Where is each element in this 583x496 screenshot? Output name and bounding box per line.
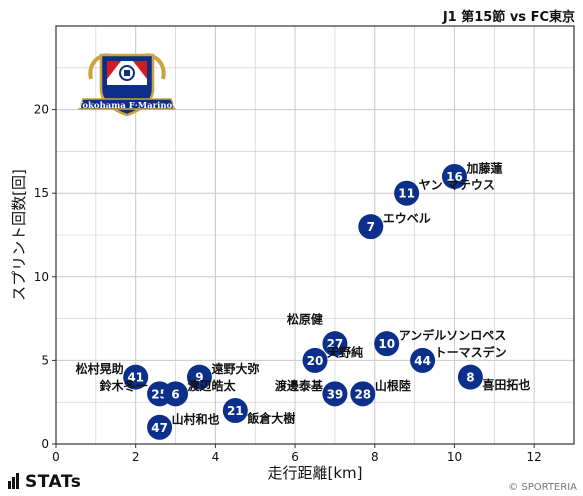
team-crest-icon: Yokohama F·Marinos <box>76 53 177 117</box>
x-tick-label: 12 <box>527 450 542 464</box>
point-number: 8 <box>466 371 474 385</box>
point-player-name: 飯倉大樹 <box>246 411 295 426</box>
point-player-name: 喜田拓也 <box>482 377 530 392</box>
point-marker <box>123 364 149 390</box>
x-tick-label: 0 <box>52 450 60 464</box>
point-number: 9 <box>195 371 203 385</box>
y-tick-label: 10 <box>34 270 49 284</box>
point-player-name: 加藤蓮 <box>465 160 502 175</box>
stats-bars-icon <box>8 473 20 494</box>
point-number: 16 <box>446 170 463 184</box>
point-player-name: 渡邊泰基 <box>275 378 324 393</box>
team-logo-text: Yokohama F·Marinos <box>76 101 177 111</box>
point-marker <box>457 364 483 390</box>
data-point: 6 渡辺皓太 <box>163 378 237 407</box>
x-tick-label: 10 <box>447 450 462 464</box>
point-marker <box>350 381 376 407</box>
chart-title: J1 第15節 vs FC東京 <box>442 10 575 25</box>
point-number: 28 <box>354 387 371 401</box>
point-player-name: 渡辺皓太 <box>188 378 237 393</box>
y-axis-label: スプリント回数[回] <box>10 169 28 301</box>
point-number: 47 <box>151 421 168 435</box>
point-marker <box>441 163 467 189</box>
point-number: 21 <box>227 404 244 418</box>
point-number: 27 <box>327 337 344 351</box>
y-tick-label: 0 <box>41 437 49 451</box>
copyright: © SPORTERIA <box>508 482 577 493</box>
point-number: 44 <box>414 354 431 368</box>
x-tick-label: 2 <box>132 450 140 464</box>
point-player-name: ヤン マテウス <box>419 178 495 192</box>
x-tick-label: 8 <box>371 450 379 464</box>
point-marker <box>163 381 189 407</box>
axis-ticks: 0 2 4 6 8 10 12 0 5 10 15 20 <box>34 103 542 464</box>
point-player-name: トーマスデン <box>435 344 507 359</box>
point-number: 20 <box>307 354 324 368</box>
stats-logo: STATs <box>8 472 81 494</box>
point-player-name: 遠野大弥 <box>211 361 259 376</box>
data-point: 28 山根陸 <box>350 378 411 407</box>
point-number: 7 <box>367 220 375 234</box>
x-tick-label: 6 <box>291 450 299 464</box>
point-player-name: 山村和也 <box>172 411 220 426</box>
point-marker <box>302 347 328 373</box>
point-marker <box>186 364 212 390</box>
point-number: 10 <box>378 337 395 351</box>
point-player-name: エウベル <box>383 212 431 226</box>
data-point: 7 エウベル <box>358 212 431 240</box>
data-point: 11 ヤン マテウス <box>394 178 495 206</box>
data-point: 10 アンデルソンロペス <box>374 328 506 357</box>
point-marker <box>358 214 384 240</box>
point-number: 11 <box>398 187 415 201</box>
plot-frame <box>55 25 575 445</box>
data-point: 47 山村和也 <box>147 411 220 440</box>
data-point: 8 喜田拓也 <box>457 364 530 392</box>
point-number: 39 <box>327 387 344 401</box>
point-player-name: 鈴木冬一 <box>100 378 148 393</box>
x-axis-label: 走行距離[km] <box>267 464 362 482</box>
point-number: 41 <box>127 371 144 385</box>
point-player-name: アンデルソンロペス <box>399 328 507 343</box>
point-player-name: 山根陸 <box>375 378 411 393</box>
point-marker <box>394 180 420 206</box>
point-marker <box>410 347 436 373</box>
point-player-name: 天野純 <box>327 344 363 359</box>
data-point: 44 トーマスデン <box>410 344 507 373</box>
y-tick-label: 5 <box>41 353 49 367</box>
point-number: 6 <box>171 387 179 401</box>
point-marker <box>222 398 248 424</box>
point-player-name: 松村晃助 <box>76 361 124 376</box>
point-marker <box>322 331 348 357</box>
y-tick-label: 20 <box>34 103 49 117</box>
point-marker <box>322 381 348 407</box>
data-point: 9 遠野大弥 <box>186 361 259 390</box>
point-marker <box>374 331 400 357</box>
point-player-name: 松原健 <box>287 312 324 327</box>
y-tick-label: 15 <box>34 186 49 200</box>
point-marker <box>147 414 173 440</box>
x-tick-label: 4 <box>212 450 220 464</box>
stats-brand: STATs <box>25 472 82 492</box>
